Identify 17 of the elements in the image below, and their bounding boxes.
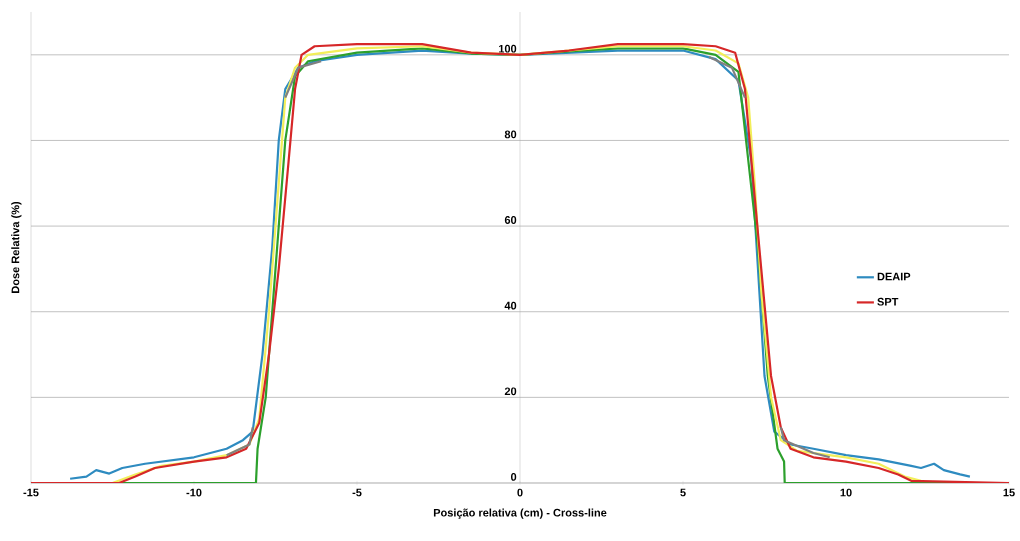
y-tick-label: 60 (504, 216, 517, 224)
x-tick-label: -15 (23, 488, 39, 497)
y-tick-label: 100 (499, 44, 517, 53)
x-tick-label: -5 (352, 488, 362, 497)
x-tick-label: 0 (517, 488, 523, 497)
x-tick-label: 10 (840, 488, 852, 497)
x-axis-title: Posição relativa (cm) - Cross-line (433, 508, 607, 519)
y-tick-label: 80 (504, 130, 517, 139)
x-tick-label: -10 (186, 488, 202, 497)
y-tick-label: 40 (504, 301, 517, 310)
x-tick-label: 5 (680, 488, 686, 497)
legend-label: SPT (877, 297, 899, 306)
y-axis-title: Dose Relativa (%) (11, 201, 22, 293)
legend-label: DEAIP (877, 272, 911, 281)
x-tick-label: 15 (1003, 488, 1015, 497)
y-tick-label: 20 (504, 387, 517, 396)
y-tick-label: 0 (510, 473, 517, 481)
